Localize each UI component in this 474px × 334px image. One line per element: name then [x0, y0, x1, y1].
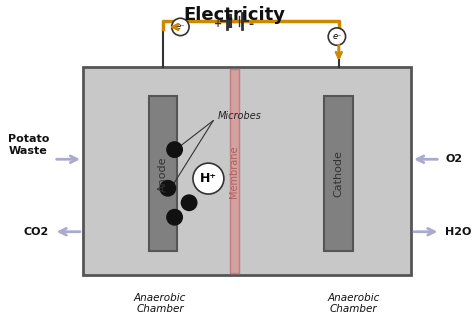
FancyBboxPatch shape	[230, 69, 239, 273]
Text: Microbes: Microbes	[218, 111, 262, 121]
FancyBboxPatch shape	[83, 67, 411, 275]
Text: -: -	[248, 17, 254, 30]
Text: Cathode: Cathode	[334, 150, 344, 197]
Circle shape	[172, 18, 189, 36]
Text: Potato
Waste: Potato Waste	[8, 134, 49, 156]
Text: Electricity: Electricity	[183, 6, 285, 24]
Text: +: +	[214, 19, 222, 29]
Circle shape	[160, 180, 175, 196]
Text: e⁻: e⁻	[332, 32, 342, 41]
Text: e⁻: e⁻	[176, 22, 185, 31]
Text: H2O: H2O	[445, 227, 472, 237]
Circle shape	[167, 142, 182, 157]
Text: Anaerobic
Chamber: Anaerobic Chamber	[134, 293, 186, 314]
Text: Membrane: Membrane	[229, 146, 239, 198]
Circle shape	[182, 195, 197, 210]
Text: Anode: Anode	[158, 156, 168, 191]
Text: CO2: CO2	[24, 227, 49, 237]
Text: O2: O2	[445, 154, 462, 164]
Circle shape	[328, 28, 346, 45]
Text: H⁺: H⁺	[200, 172, 217, 185]
Text: Anaerobic
Chamber: Anaerobic Chamber	[327, 293, 380, 314]
Circle shape	[193, 163, 224, 194]
FancyBboxPatch shape	[148, 97, 177, 251]
Circle shape	[167, 209, 182, 225]
FancyBboxPatch shape	[324, 97, 353, 251]
